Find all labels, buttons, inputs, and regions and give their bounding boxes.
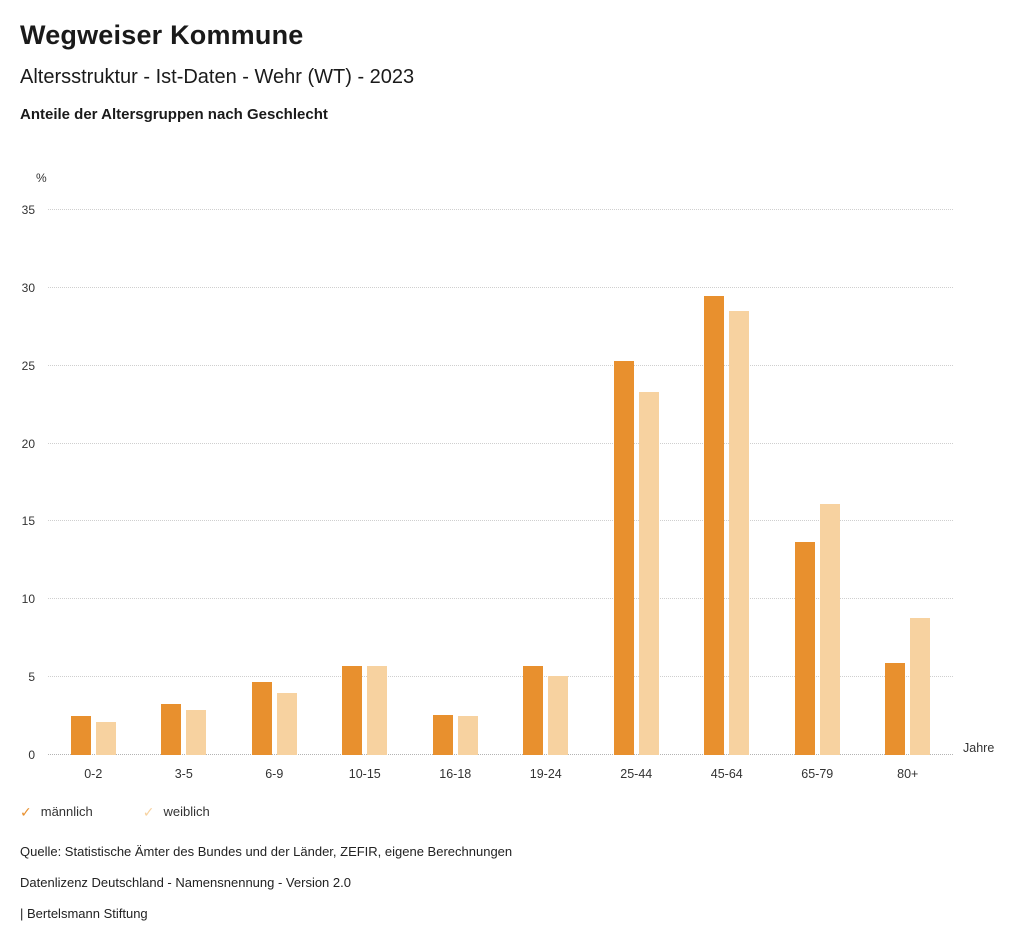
legend-label: männlich (40, 804, 93, 819)
gridline (48, 442, 953, 444)
bar-männlich[interactable] (342, 666, 363, 755)
bar-group: 10-15 (342, 210, 388, 781)
bar-group: 65-79 (794, 210, 840, 781)
bar-weiblich[interactable] (638, 392, 659, 755)
bar-pair (251, 210, 297, 755)
x-tick-label: 10-15 (348, 767, 381, 781)
bar-pair (613, 210, 659, 755)
chart-heading: Anteile der Altersgruppen nach Geschlech… (20, 106, 328, 123)
bar-männlich[interactable] (704, 295, 725, 755)
bar-pair (523, 210, 569, 755)
x-tick-label: 6-9 (265, 767, 284, 781)
bar-groups: 0-2 3-5 6-9 10-15 16-18 19-24 25-44 45-64 65-79 8… (48, 210, 953, 781)
bar-chart: 0 5 10 15 20 25 30 35 0-2 3-5 6-9 10-15 16-18 19-24 2… (22, 203, 995, 781)
y-tick-label: 5 (28, 670, 35, 685)
gridline (48, 754, 953, 755)
bar-männlich[interactable] (161, 703, 182, 755)
bar-weiblich[interactable] (186, 709, 207, 755)
chart-subtitle: Altersstruktur - Ist-Daten - Wehr (WT) -… (20, 66, 415, 88)
bar-männlich[interactable] (251, 681, 272, 755)
bar-group: 25-44 (613, 210, 659, 781)
y-tick-label: 30 (21, 280, 35, 295)
bar-weiblich[interactable] (819, 504, 840, 755)
gridline (48, 364, 953, 366)
bar-pair (704, 210, 750, 755)
bar-weiblich[interactable] (276, 692, 297, 755)
y-axis-unit-label: % (36, 171, 47, 185)
bar-pair (70, 210, 116, 755)
bar-group: 16-18 (432, 210, 478, 781)
bar-pair (161, 210, 207, 755)
bar-group: 3-5 (161, 210, 207, 781)
legend: ✓ männlich ✓ weiblich (20, 804, 210, 819)
gridline (48, 676, 953, 678)
bar-weiblich[interactable] (457, 716, 478, 755)
bar-männlich[interactable] (885, 663, 906, 755)
check-icon: ✓ (20, 803, 32, 820)
x-axis-label: Jahre (963, 741, 995, 755)
y-tick-label: 15 (21, 514, 35, 529)
source-note: Quelle: Statistische Ämter des Bundes un… (20, 844, 513, 859)
gridline (48, 598, 953, 600)
x-tick-label: 0-2 (84, 767, 103, 781)
check-icon: ✓ (142, 803, 155, 820)
x-tick-label: 3-5 (174, 767, 193, 781)
brand-note: | Bertelsmann Stiftung (20, 906, 148, 921)
bar-männlich[interactable] (70, 716, 91, 755)
bar-männlich[interactable] (432, 714, 453, 755)
bar-männlich[interactable] (794, 541, 815, 755)
license-note: Datenlizenz Deutschland - Namensnennung … (20, 875, 351, 890)
bar-weiblich[interactable] (910, 617, 931, 755)
bar-männlich[interactable] (613, 361, 634, 755)
bar-pair (885, 210, 931, 755)
y-tick-label: 0 (28, 748, 35, 762)
page-title: Wegweiser Kommune (20, 20, 304, 50)
gridline (48, 209, 953, 210)
gridline (48, 286, 953, 288)
y-tick-label: 20 (21, 436, 35, 451)
gridline (48, 520, 953, 522)
bar-männlich[interactable] (523, 666, 544, 755)
legend-item-weiblich[interactable]: ✓ weiblich (143, 804, 210, 819)
x-tick-label: 19-24 (529, 767, 562, 781)
bar-group: 6-9 (251, 210, 297, 781)
bar-weiblich[interactable] (367, 666, 388, 755)
legend-item-männlich[interactable]: ✓ männlich (20, 804, 93, 819)
bar-group: 80+ (885, 210, 931, 781)
x-tick-label: 16-18 (439, 767, 472, 781)
bar-group: 0-2 (70, 210, 116, 781)
bar-group: 19-24 (523, 210, 569, 781)
bar-pair (342, 210, 388, 755)
y-tick-label: 25 (21, 358, 35, 373)
x-tick-label: 45-64 (710, 767, 743, 781)
bar-weiblich[interactable] (548, 675, 569, 755)
bar-pair (432, 210, 478, 755)
bar-weiblich[interactable] (729, 311, 750, 755)
bar-group: 45-64 (704, 210, 750, 781)
y-tick-label: 35 (21, 203, 35, 217)
legend-label: weiblich (163, 804, 210, 819)
x-tick-label: 80+ (897, 767, 919, 781)
x-tick-label: 25-44 (620, 767, 653, 781)
bar-pair (794, 210, 840, 755)
bar-weiblich[interactable] (95, 722, 116, 755)
x-tick-label: 65-79 (801, 767, 834, 781)
y-tick-label: 10 (21, 592, 35, 607)
